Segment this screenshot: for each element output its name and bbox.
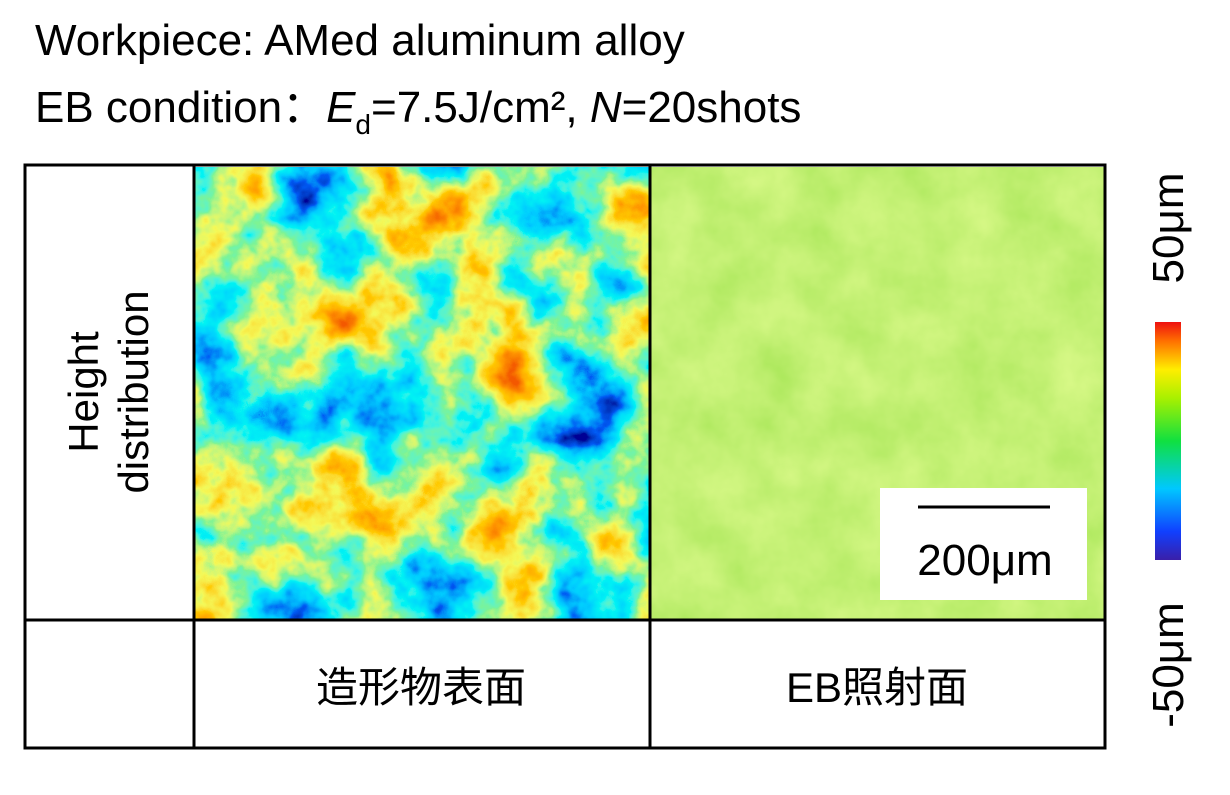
energy-symbol: E (326, 83, 356, 132)
shots-symbol: N (590, 83, 622, 132)
condition-label: EB condition： (35, 83, 326, 132)
title-line-2: EB condition：Ed=7.5J/cm², N=20shots (35, 83, 801, 140)
column-label: EB照射面 (786, 664, 968, 711)
row-label: Height distribution (60, 290, 157, 493)
colorbar (1155, 322, 1181, 560)
energy-subscript: d (355, 109, 371, 140)
row-label-line: distribution (110, 290, 157, 493)
energy-value: =7.5J/cm², (371, 83, 590, 132)
table-grid (23, 163, 1107, 750)
height-map-as-built (195, 167, 649, 619)
colorbar-min-label: -50μm (1144, 602, 1193, 728)
shots-value: =20shots (622, 83, 802, 132)
title-line-1: Workpiece: AMed aluminum alloy (35, 16, 685, 65)
scale-bar-label: 200μm (917, 536, 1052, 585)
row-label-line: Height (60, 331, 107, 453)
colorbar-max-label: 50μm (1144, 173, 1193, 284)
column-label: 造形物表面 (316, 664, 526, 711)
